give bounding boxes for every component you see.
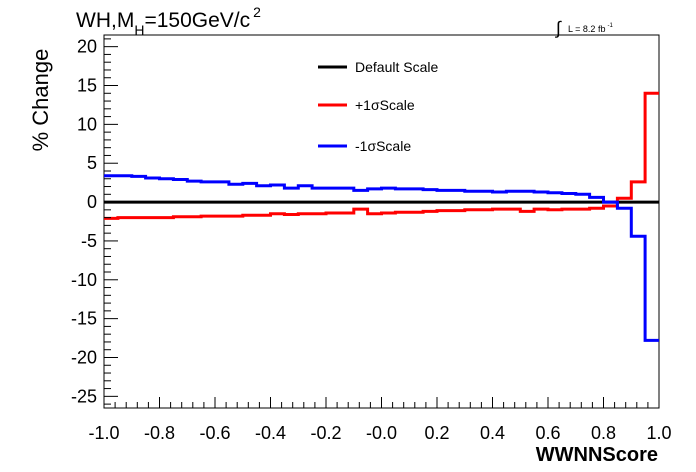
x-tick-label: 0.6 [535, 423, 560, 443]
y-tick-label: -15 [71, 309, 97, 329]
y-tick-label: -10 [71, 270, 97, 290]
x-tick-label: -0.6 [199, 423, 230, 443]
x-tick-label: -0.8 [144, 423, 175, 443]
x-tick-label: 0.2 [424, 423, 449, 443]
y-tick-label: 5 [87, 153, 97, 173]
title-superscript: 2 [253, 4, 261, 20]
title-main: WH,M [76, 9, 134, 32]
legend-label-minus1sigma: -1σScale [355, 138, 411, 154]
legend-entry-default: Default Scale [318, 59, 438, 75]
y-tick-label: 15 [77, 76, 97, 96]
plot-frame [103, 34, 660, 409]
x-tick-label: 0.8 [591, 423, 616, 443]
x-tick-label: -0.2 [310, 423, 341, 443]
y-tick-label: 10 [77, 114, 97, 134]
title-subscript: H [134, 22, 144, 38]
lumi-text: L = 8.2 fb [568, 24, 605, 34]
y-tick-label: -20 [71, 347, 97, 367]
y-axis-label: % Change [28, 49, 53, 152]
series-line-2 [104, 174, 659, 342]
legend-entry-plus1sigma: +1σScale [318, 97, 415, 113]
x-tick-label: -0.0 [366, 423, 397, 443]
series-layer [104, 91, 659, 342]
x-tick-label: 0.4 [480, 423, 505, 443]
chart-title: WH,MH=150GeV/c 2 [76, 4, 261, 38]
x-axis-label: WWNNScore [536, 444, 658, 466]
x-tick-label: -0.4 [255, 423, 286, 443]
legend-label-default: Default Scale [355, 59, 438, 75]
series-line-1 [104, 91, 659, 220]
y-tick-label: 20 [77, 37, 97, 57]
title-rest: =150GeV/c [144, 9, 250, 32]
legend: Default Scale +1σScale -1σScale [318, 59, 438, 154]
lumi-label: L = 8.2 fb -1 [568, 23, 613, 34]
legend-entry-minus1sigma: -1σScale [318, 138, 411, 154]
y-tick-label: -25 [71, 386, 97, 406]
y-tick-label: -5 [81, 231, 97, 251]
x-ticks: -1.0 -0.8 -0.6 -0.4 -0.2 -0.0 0.2 0.4 0.6 0.8 1.0 [88, 397, 672, 443]
legend-label-plus1sigma: +1σScale [355, 97, 415, 113]
lumi-superscript: -1 [607, 23, 613, 29]
lumi-integral-symbol: ∫ [554, 18, 562, 38]
y-ticks: -25 -20 -15 -10 -5 0 5 10 15 20 [71, 37, 118, 406]
x-tick-label: -1.0 [88, 423, 119, 443]
x-tick-label: 1.0 [646, 423, 671, 443]
y-tick-label: 0 [87, 192, 97, 212]
